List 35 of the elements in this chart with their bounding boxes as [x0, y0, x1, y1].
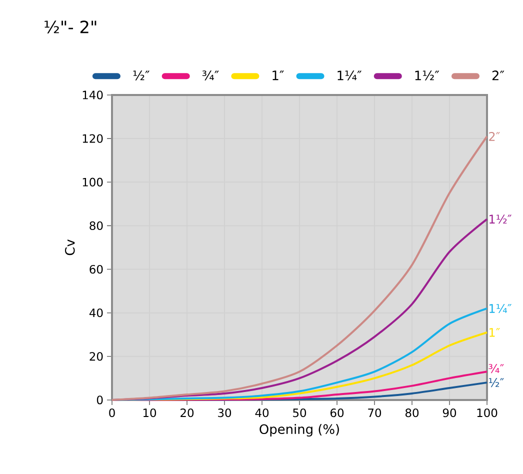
y-tick-label: 40	[89, 308, 103, 318]
legend-label: 1¼″	[338, 70, 362, 80]
text: 1½″	[490, 214, 512, 224]
x-tick-label: 90	[442, 408, 456, 418]
legend-label: ¾″	[202, 70, 219, 80]
line-series	[111, 135, 488, 401]
x-tick-label: 0	[109, 408, 115, 418]
text: 1″	[490, 328, 500, 337]
x-tick-label: 20	[180, 408, 194, 418]
legend-label: 1″	[272, 70, 284, 80]
x-tick-label: 80	[406, 408, 419, 418]
text: ½″	[489, 378, 504, 388]
y-tick-label: 80	[90, 221, 103, 230]
y-axis-title: Cv	[64, 240, 75, 256]
x-tick-label: 50	[293, 408, 306, 418]
text: ¾″	[488, 364, 504, 374]
chart-title: ½"- 2"	[44, 20, 96, 34]
y-tick-label: 100	[82, 178, 103, 186]
x-tick-label: 100	[477, 408, 498, 418]
x-tick-label: 60	[330, 408, 344, 418]
x-tick-label: 30	[218, 408, 232, 418]
y-tick-label: 0	[96, 396, 103, 404]
y-tick-label: 60	[90, 264, 103, 274]
x-axis-title: Opening (%)	[260, 424, 339, 437]
x-tick-label: 40	[255, 408, 269, 418]
y-tick-label: 120	[82, 134, 103, 143]
x-tick-label: 70	[368, 408, 382, 418]
x-tick-label: 10	[143, 408, 156, 418]
y-tick-label: 140	[82, 90, 103, 100]
text: 2″	[489, 132, 500, 141]
y-tick-label: 20	[90, 352, 103, 361]
legend-label: 1½″	[415, 70, 440, 80]
text: 1¼″	[490, 304, 512, 314]
legend-label: ½″	[133, 70, 150, 80]
legend-label: 2″	[492, 70, 504, 80]
